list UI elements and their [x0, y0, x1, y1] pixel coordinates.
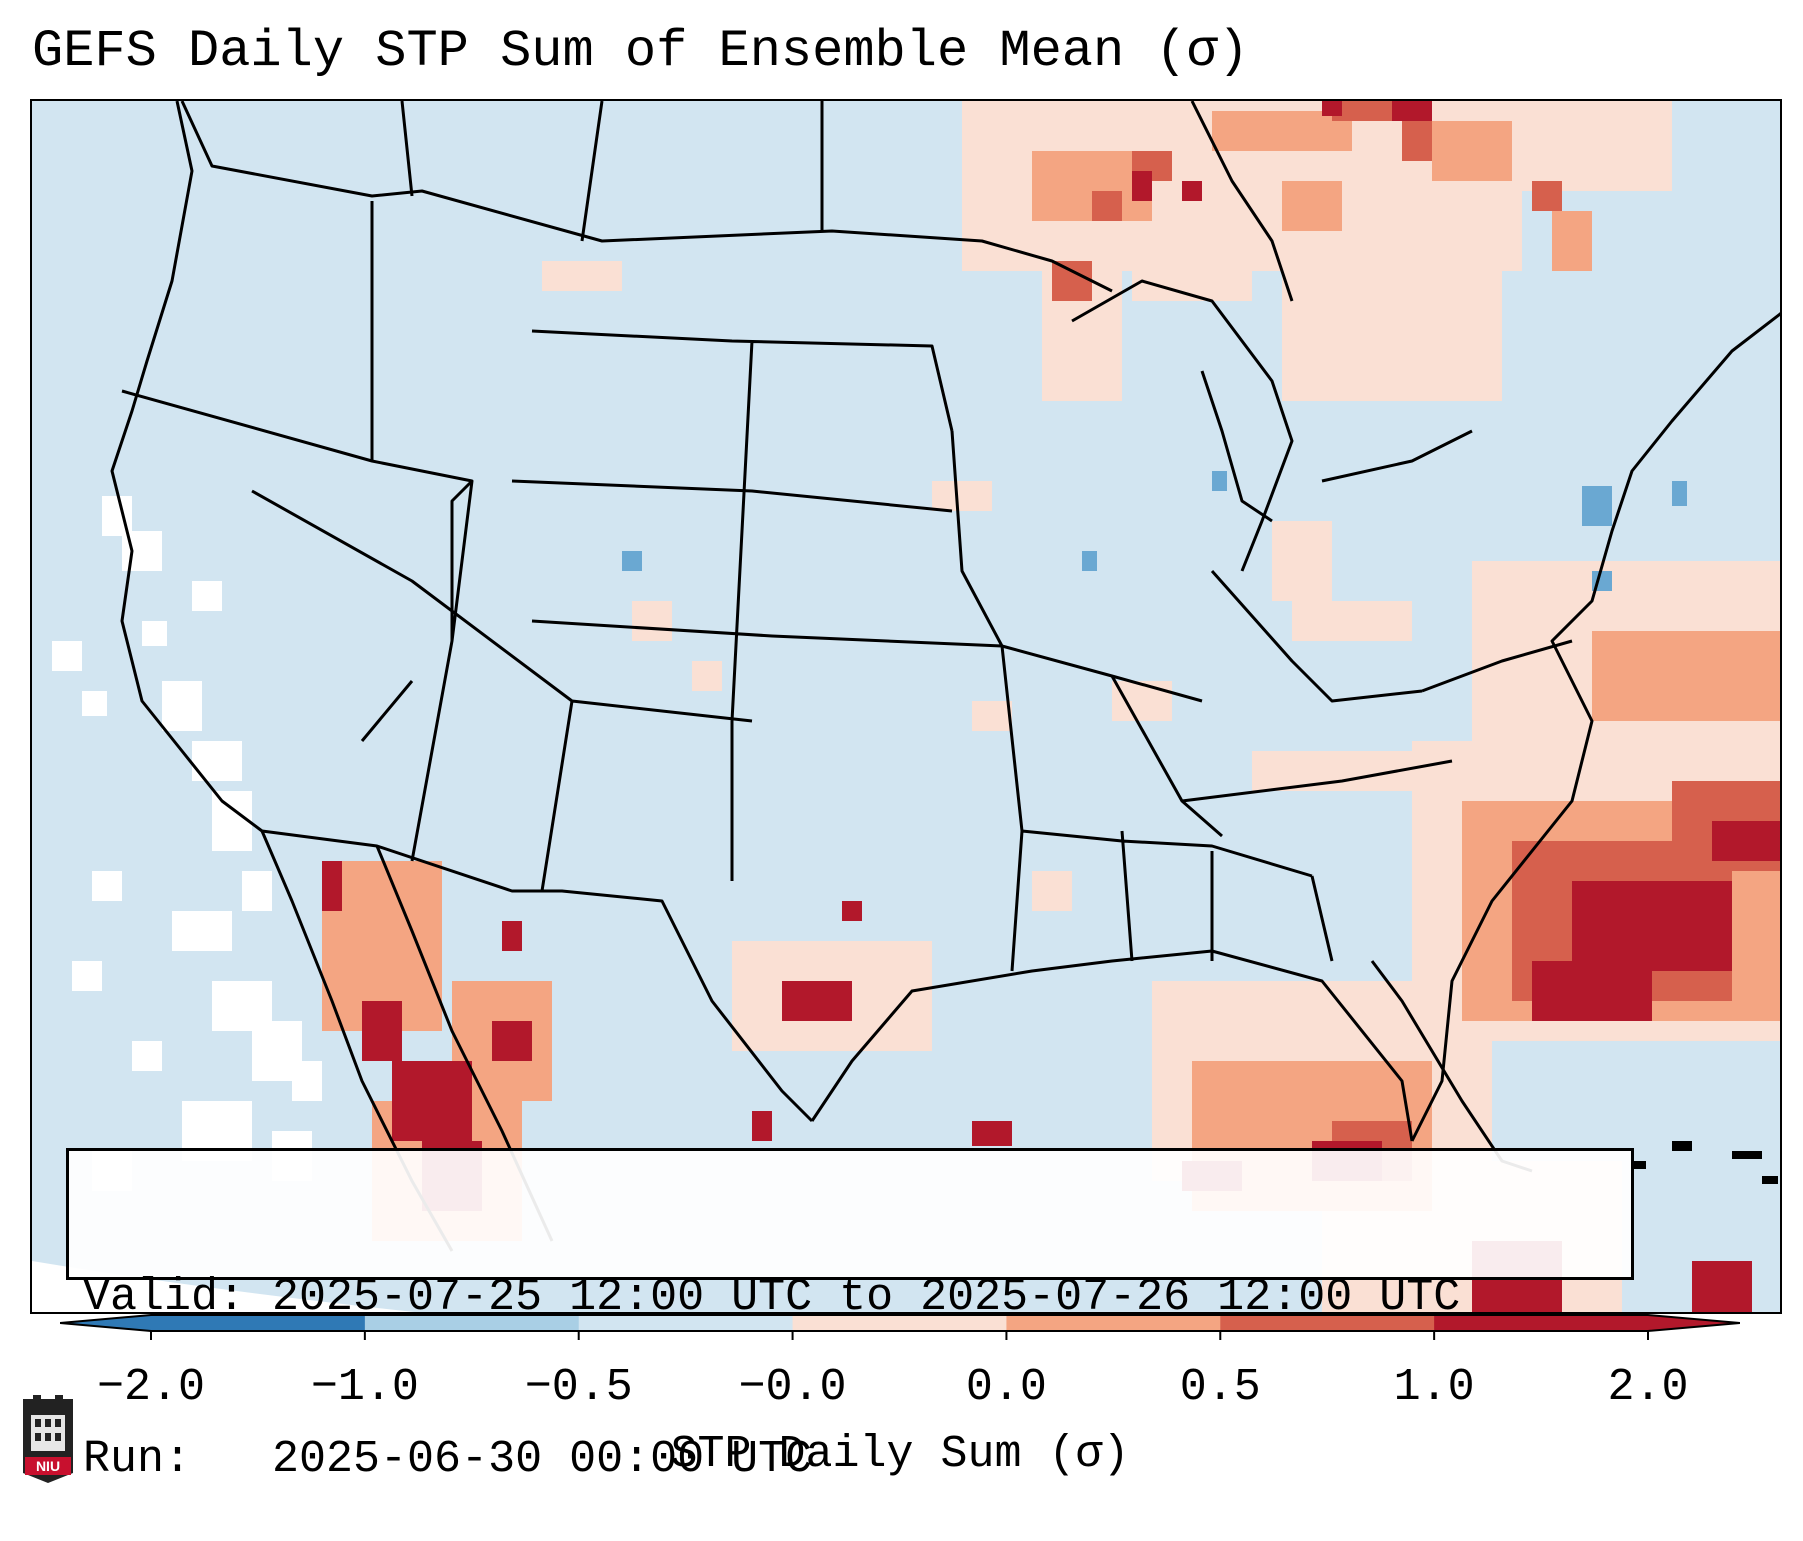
caribbean-islands — [1632, 1141, 1778, 1184]
us-mexico-border — [261, 829, 814, 1123]
colorbar-tick-label: 0.0 — [965, 1362, 1047, 1413]
east-coast — [1410, 312, 1780, 1142]
colorbar-extend-left — [60, 1315, 151, 1331]
colorbar-segment — [151, 1315, 366, 1331]
canada-provinces — [400, 101, 1294, 302]
colorbar — [60, 1314, 1740, 1340]
colorbar-extend-right — [1648, 1315, 1740, 1331]
map-svg — [32, 101, 1780, 1312]
valid-run-info-box: Valid: 2025-07-25 12:00 UTC to 2025-07-2… — [66, 1148, 1634, 1485]
colorbar-tick-label: 2.0 — [1607, 1362, 1689, 1413]
colorbar-tick-label: −0.5 — [524, 1362, 633, 1413]
us-west-coast — [110, 101, 263, 833]
interior-states — [121, 201, 1573, 972]
pacific-low-values — [52, 496, 322, 1191]
state-boundaries — [110, 101, 1780, 1252]
colorbar-tick-label: 1.0 — [1393, 1362, 1475, 1413]
gulf-coast — [810, 949, 1414, 1142]
chart-title: GEFS Daily STP Sum of Ensemble Mean (σ) — [32, 22, 1249, 81]
colorbar-segments — [151, 1315, 1649, 1331]
colorbar-segment — [792, 1315, 1007, 1331]
colorbar-segment — [1006, 1315, 1221, 1331]
map-panel — [30, 99, 1782, 1314]
colorbar-tick-label: 0.5 — [1179, 1362, 1261, 1413]
colorbar-tick-label: −1.0 — [310, 1362, 419, 1413]
colorbar-segment — [364, 1315, 580, 1331]
off-domain-region — [32, 1261, 415, 1312]
run-time-text: Run: 2025-06-30 00:00 UTC — [83, 1434, 813, 1485]
colorbar-segment — [578, 1315, 794, 1331]
colorbar-ticks — [150, 1331, 1649, 1340]
us-canada-border — [180, 101, 1113, 293]
colorbar-tick-label: −0.0 — [738, 1362, 847, 1413]
great-lakes-outline — [1071, 279, 1473, 572]
scattered-positive-cells — [542, 261, 1452, 911]
colorbar-segment — [1220, 1315, 1435, 1331]
colorbar-segment — [1434, 1315, 1649, 1331]
high-anomaly-north — [1052, 101, 1562, 301]
colorbar-tick-label: −2.0 — [96, 1362, 206, 1413]
colorbar-label: STP Daily Sum (σ) — [670, 1429, 1130, 1480]
very-high-anomaly-north — [1132, 101, 1432, 201]
niu-logo: NIU — [23, 1395, 73, 1483]
logo-text: NIU — [36, 1458, 60, 1474]
